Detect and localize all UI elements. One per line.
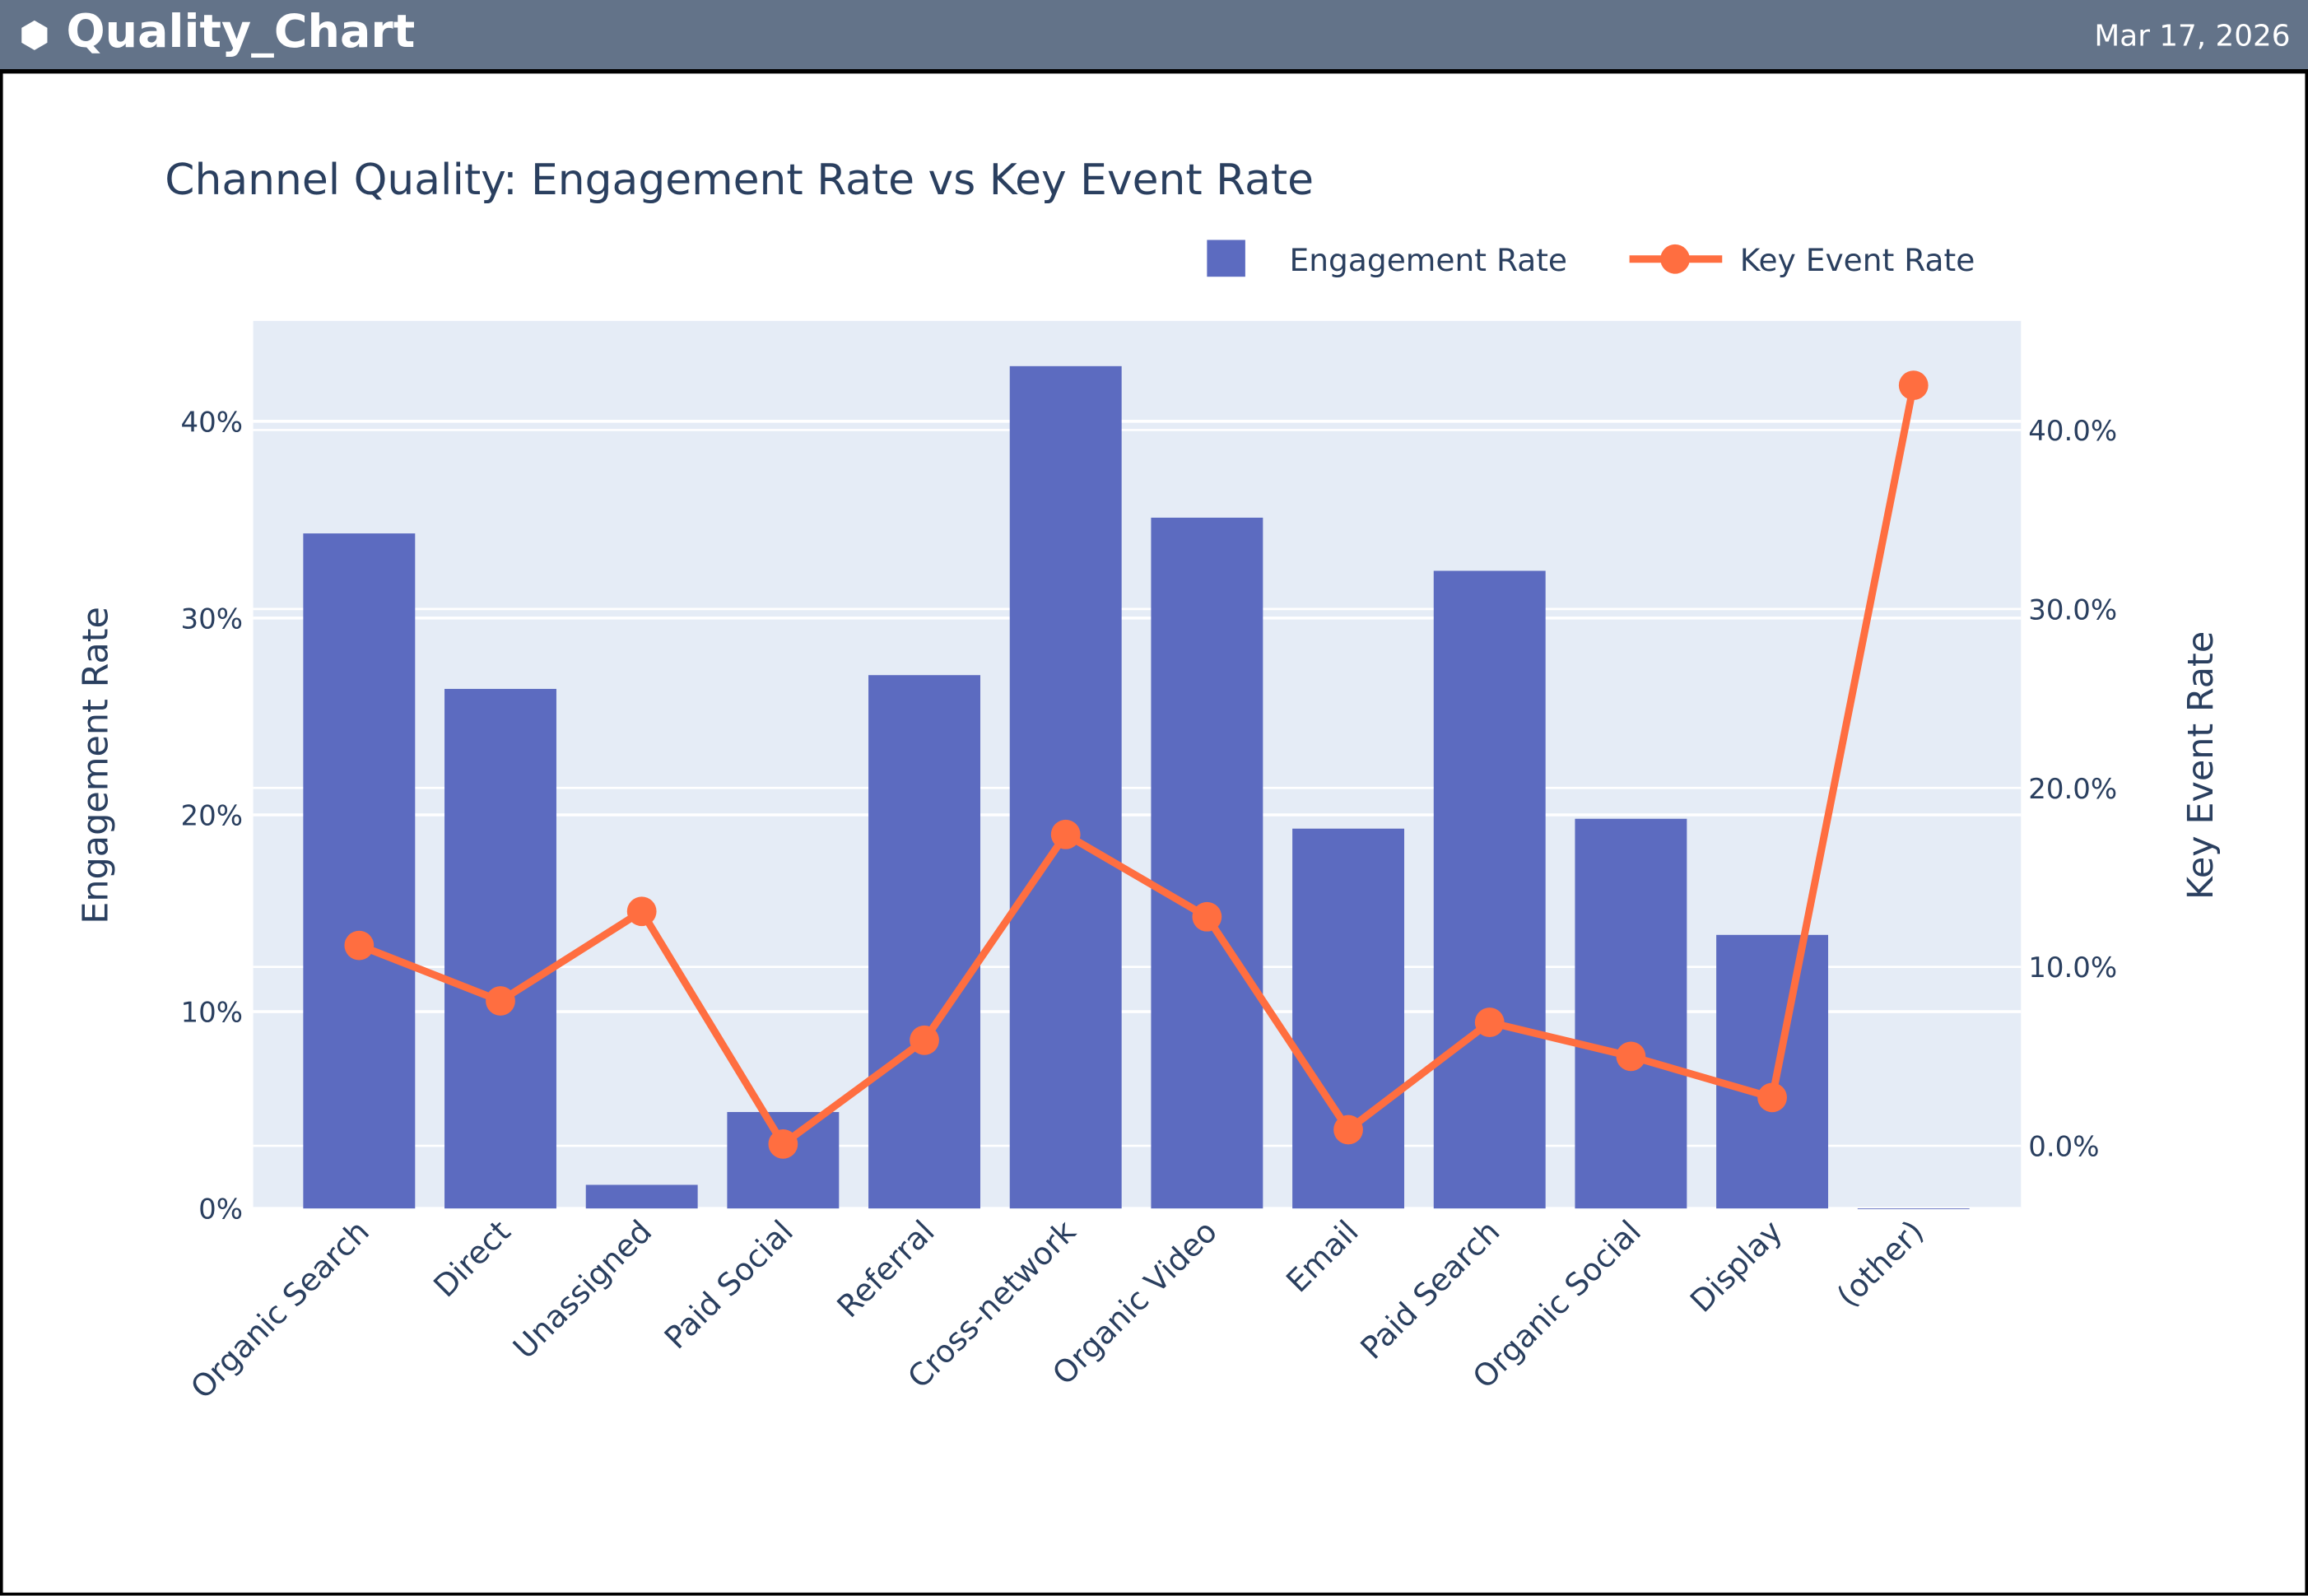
legend-label-key-event: Key Event Rate — [1740, 242, 1975, 278]
bar-organic-social — [1575, 818, 1687, 1209]
y2-axis-title: Key Event Rate — [2180, 631, 2222, 900]
y-axis-title: Engagement Rate — [76, 607, 117, 924]
bar-cross-network — [1009, 365, 1122, 1209]
bar-organic-video — [1151, 517, 1263, 1209]
key-event-marker — [1616, 1041, 1646, 1072]
key-event-marker — [344, 930, 375, 961]
bar-organic-search — [303, 533, 416, 1209]
key-event-marker — [1333, 1114, 1363, 1145]
key-event-marker — [910, 1025, 939, 1055]
key-event-marker — [1898, 370, 1929, 400]
key-event-marker — [486, 986, 515, 1016]
key-event-marker — [1192, 901, 1222, 932]
bar-display — [1716, 934, 1829, 1209]
y-tick-label: 20% — [181, 799, 244, 832]
y-tick-label: 30% — [181, 603, 244, 635]
date-label: Mar 17, 2026 — [2094, 17, 2291, 54]
x-tick-label: Paid Search — [1353, 1213, 1506, 1366]
x-tick-label: Paid Social — [657, 1213, 800, 1356]
key-event-marker — [1050, 819, 1081, 849]
header-bar: ⬢ Quality_Chart Mar 17, 2026 — [0, 0, 2308, 70]
bar-email — [1292, 828, 1405, 1209]
y-tick-label: 0% — [198, 1194, 243, 1226]
key-event-marker — [626, 896, 657, 927]
key-event-marker — [1474, 1007, 1505, 1037]
x-tick-label: Organic Search — [184, 1213, 376, 1406]
x-tick-label: Direct — [426, 1213, 518, 1305]
x-tick-label: Email — [1279, 1213, 1366, 1300]
legend-swatch-key-event-marker — [1660, 244, 1690, 274]
key-event-marker — [1757, 1082, 1787, 1113]
legend-label-engagement: Engagement Rate — [1290, 242, 1568, 278]
bar-paid-search — [1433, 570, 1546, 1209]
bar-referral — [868, 675, 980, 1209]
bar-direct — [444, 688, 556, 1209]
x-tick-label: Display — [1683, 1213, 1789, 1319]
y2-tick-label: 30.0% — [2028, 593, 2117, 626]
app-title: Quality_Chart — [66, 6, 416, 59]
y-tick-label: 10% — [181, 997, 244, 1030]
x-tick-label: Unassigned — [506, 1213, 659, 1366]
y-tick-label: 40% — [181, 406, 244, 439]
bar-paid-social — [727, 1112, 840, 1209]
y2-tick-label: 0.0% — [2028, 1131, 2099, 1164]
y2-tick-label: 20.0% — [2028, 773, 2117, 806]
legend: Engagement Rate Key Event Rate — [1207, 240, 1975, 278]
y2-tick-label: 40.0% — [2028, 415, 2117, 448]
chart-title: Channel Quality: Engagement Rate vs Key … — [165, 156, 1314, 205]
x-tick-label: Referral — [830, 1213, 941, 1324]
legend-swatch-engagement — [1207, 240, 1245, 277]
key-event-marker — [768, 1129, 798, 1159]
bar-unassigned — [585, 1184, 698, 1209]
python-icon: ⬢ — [19, 14, 50, 56]
x-tick-label: (other) — [1830, 1213, 1931, 1314]
y2-tick-label: 10.0% — [2028, 952, 2117, 984]
bar--other- — [1857, 1208, 1970, 1210]
key-event-line — [357, 384, 1918, 1148]
